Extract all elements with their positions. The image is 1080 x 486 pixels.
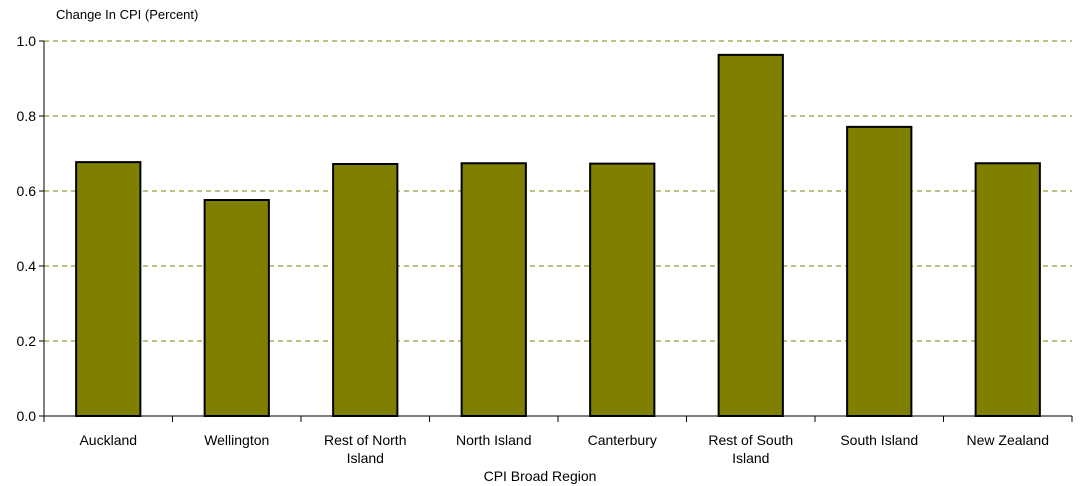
x-tick-label: Wellington: [204, 432, 269, 448]
bar-rest-of-north-island: [332, 163, 399, 417]
x-tick-label: Rest of North Island: [324, 432, 406, 466]
y-tick-label: 1.0: [17, 33, 37, 49]
x-tick-label: Canterbury: [588, 432, 657, 448]
bar-rest-of-south-island: [717, 53, 784, 417]
bar-wellington: [203, 199, 270, 417]
x-tick-label: North Island: [456, 432, 531, 448]
bar-auckland: [75, 161, 142, 417]
x-tick-labels: Auckland Wellington Rest of North Island Nor…: [79, 432, 1049, 466]
y-tick-labels: 0.0 0.2 0.4 0.6 0.8 1.0: [17, 33, 37, 424]
x-axis-title: CPI Broad Region: [483, 468, 597, 484]
y-tick-label: 0.6: [17, 183, 37, 199]
bars: [75, 53, 1041, 417]
gridlines: [44, 40, 1072, 342]
y-axis-title: Change In CPI (Percent): [56, 7, 199, 22]
x-tick-label: New Zealand: [967, 432, 1050, 448]
bar-new-zealand: [974, 162, 1041, 417]
x-tick-label: Auckland: [79, 432, 137, 448]
bar-north-island: [460, 162, 527, 417]
y-tick-label: 0.8: [17, 108, 37, 124]
axes: [39, 40, 1073, 422]
bar-canterbury: [589, 162, 656, 417]
y-tick-label: 0.0: [17, 408, 37, 424]
bar-south-island: [846, 125, 913, 417]
y-tick-label: 0.2: [17, 333, 37, 349]
x-tick-label: South Island: [840, 432, 918, 448]
y-tick-label: 0.4: [17, 258, 37, 274]
x-tick-label: Rest of South Island: [708, 432, 793, 466]
